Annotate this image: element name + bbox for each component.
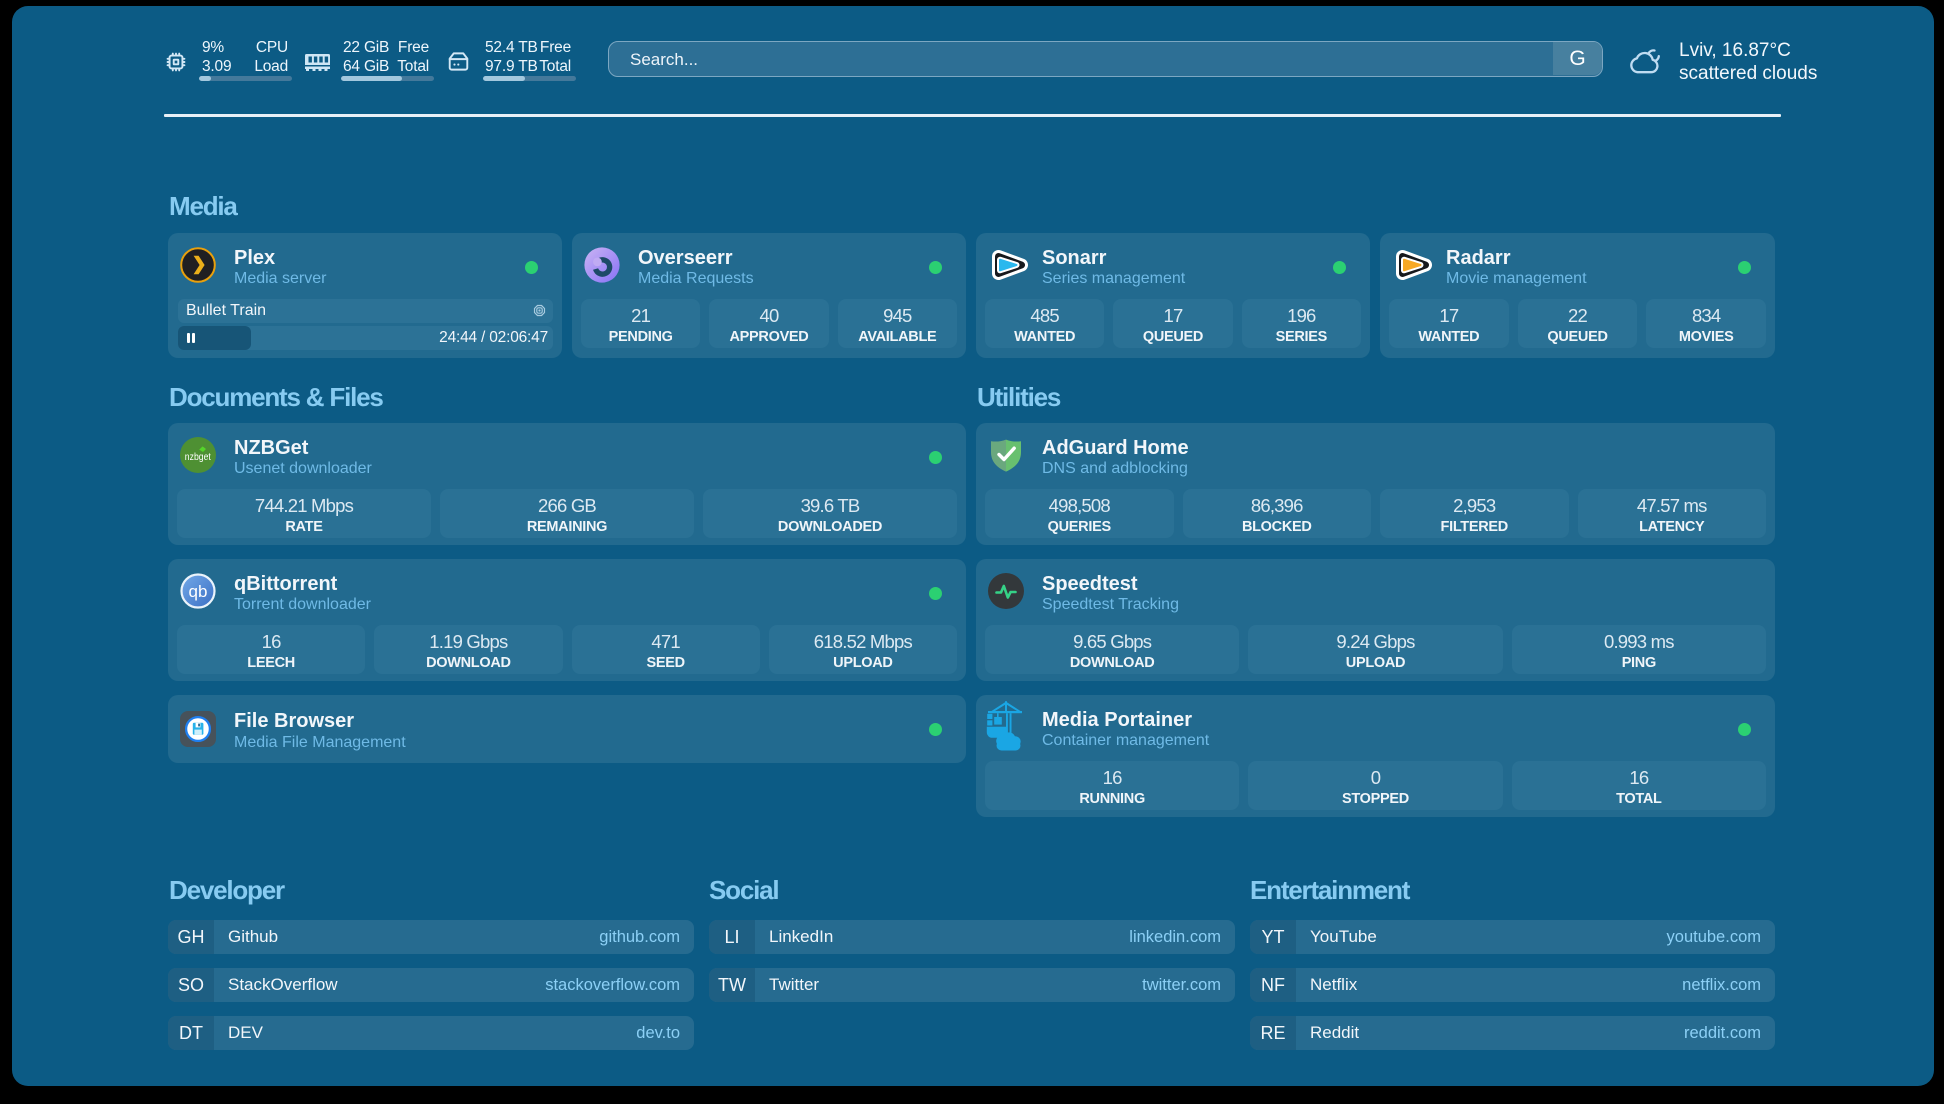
svg-text:qb: qb	[189, 582, 208, 601]
svg-text:nzbget: nzbget	[185, 451, 211, 463]
